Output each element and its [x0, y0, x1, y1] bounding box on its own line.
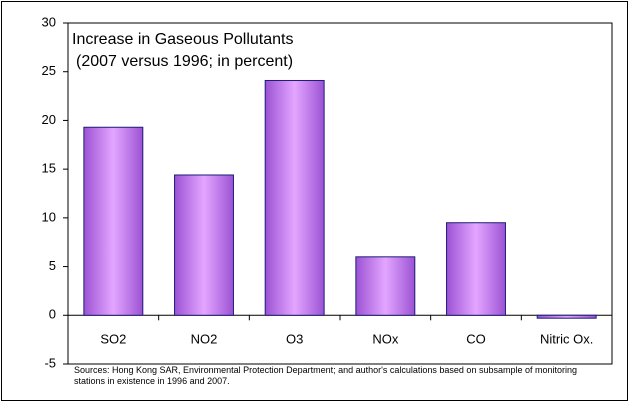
- bar: [355, 256, 416, 316]
- chart-subtitle: (2007 versus 1996; in percent): [76, 53, 293, 70]
- y-tick-label: 10: [42, 209, 56, 224]
- x-tick-label: Nitric Ox.: [540, 332, 593, 347]
- bar: [536, 314, 597, 319]
- x-tick-label: NO2: [191, 332, 218, 347]
- y-tick-label: 0: [49, 307, 56, 322]
- bar: [174, 174, 234, 316]
- y-tick-label: 5: [49, 258, 56, 273]
- plot-border: [67, 22, 613, 365]
- bar: [83, 126, 144, 316]
- x-tick-label: O3: [286, 332, 303, 347]
- source-note: Sources: Hong Kong SAR, Environmental Pr…: [74, 365, 577, 386]
- chart-title: Increase in Gaseous Pollutants: [72, 31, 293, 48]
- x-tick-label: SO2: [100, 332, 126, 347]
- bar: [446, 222, 506, 316]
- y-tick-label: -5: [44, 355, 56, 370]
- x-tick-label: CO: [466, 332, 486, 347]
- y-tick-label: 15: [42, 161, 56, 176]
- bar: [264, 79, 325, 316]
- y-tick-label: 25: [42, 63, 56, 78]
- x-tick-label: NOx: [372, 332, 399, 347]
- y-tick-label: 30: [42, 14, 56, 29]
- y-tick-label: 20: [42, 112, 56, 127]
